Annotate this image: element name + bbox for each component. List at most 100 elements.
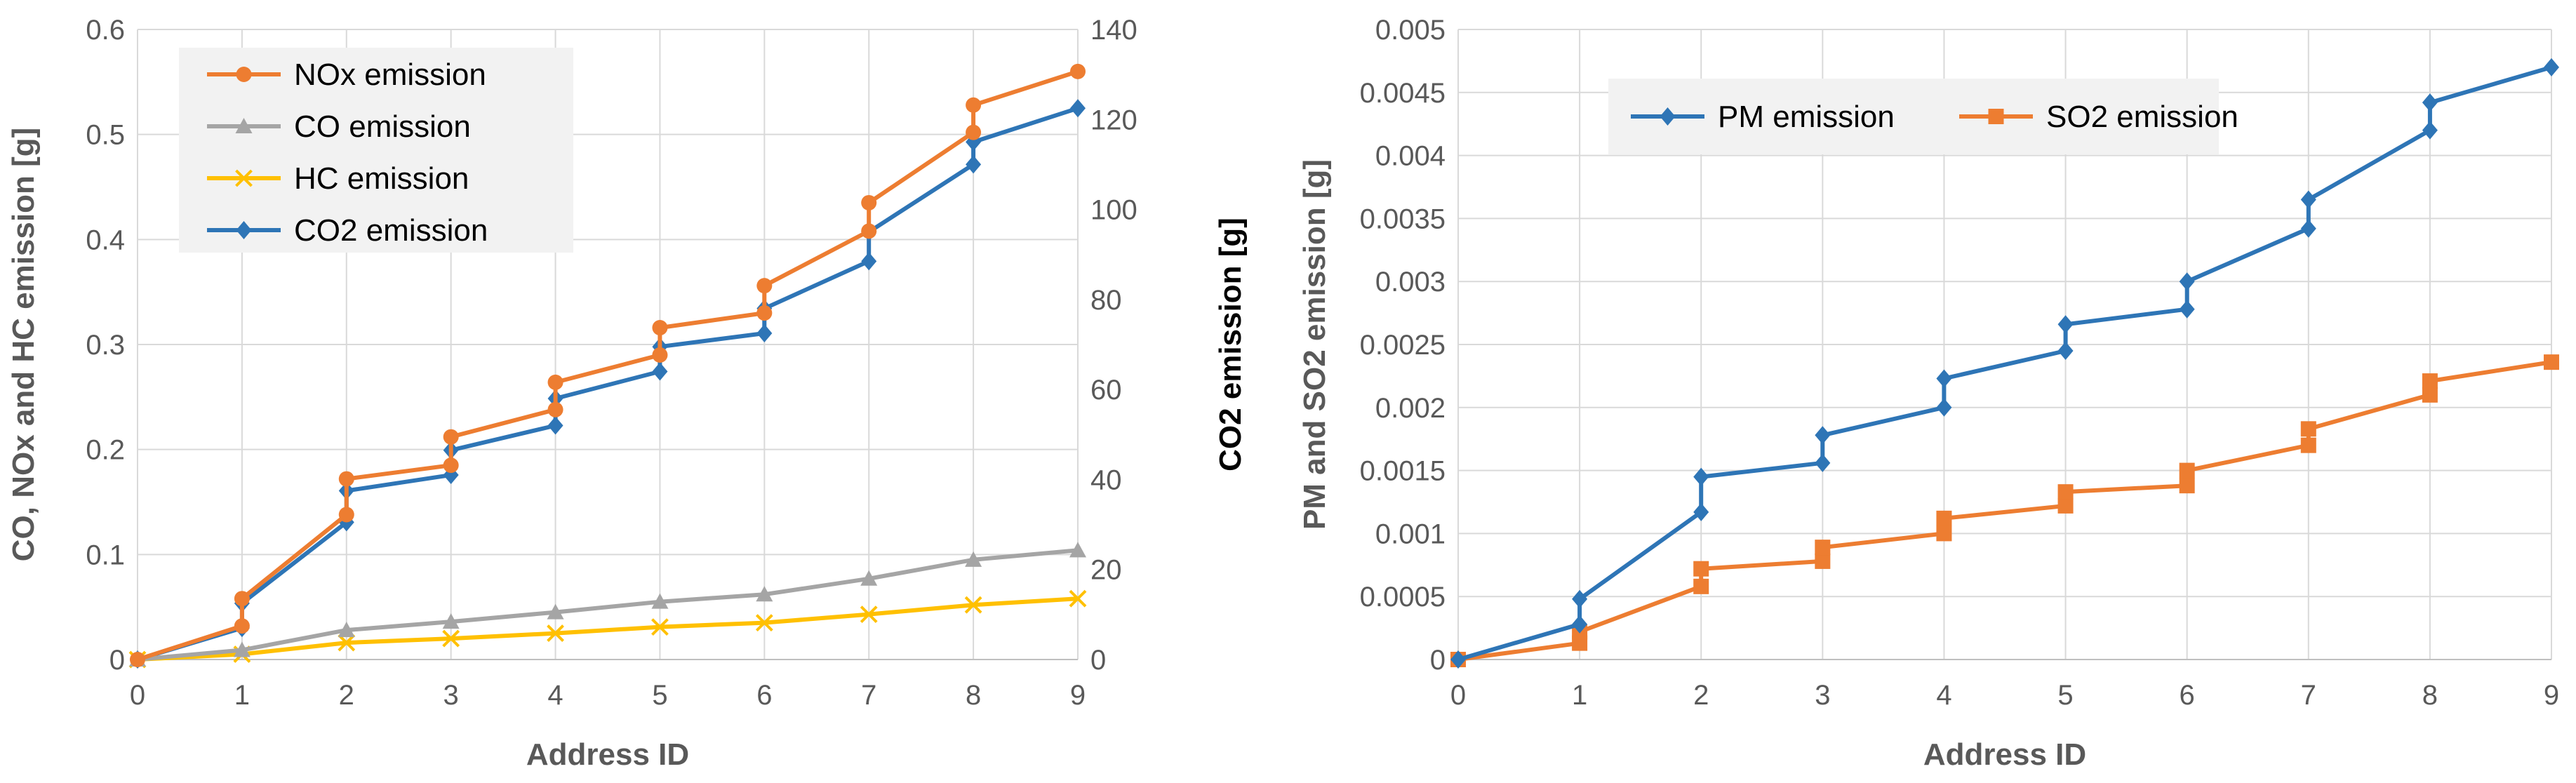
y2-tick-label: 60: [1090, 375, 1122, 406]
y-tick-label: 0.1: [86, 540, 125, 570]
y-tick-label: 0.005: [1375, 15, 1446, 46]
series-nox-emission: [130, 63, 1086, 667]
data-point: [1693, 467, 1709, 486]
data-point: [652, 347, 668, 363]
data-point: [1936, 526, 1952, 542]
data-point: [547, 416, 563, 435]
y-axis-title: CO, NOx and HC emission [g]: [6, 128, 41, 562]
data-point: [2422, 121, 2438, 140]
data-point: [2057, 341, 2074, 360]
legend-label: NOx emission: [294, 58, 486, 92]
data-point: [756, 305, 773, 321]
data-point: [2422, 373, 2438, 389]
legend-label: SO2 emission: [2046, 100, 2238, 134]
data-point: [1693, 561, 1709, 577]
x-tick-label: 7: [2301, 680, 2316, 711]
data-point: [2300, 437, 2316, 453]
x-tick-label: 4: [547, 680, 563, 711]
data-point: [130, 652, 145, 667]
data-point: [1936, 398, 1952, 417]
legend-marker: [1660, 107, 1676, 126]
data-point: [966, 155, 982, 174]
data-point: [861, 223, 877, 239]
data-point: [2179, 478, 2195, 494]
legend-item-hc-emission: HC emission: [207, 161, 469, 196]
y-tick-label: 0.6: [86, 15, 125, 46]
legend-label: CO emission: [294, 109, 471, 144]
series-line: [137, 106, 1079, 662]
series-line: [1457, 360, 2552, 662]
data-point: [755, 614, 773, 632]
data-point: [442, 629, 460, 648]
data-point: [2057, 315, 2074, 334]
data-point: [338, 507, 354, 523]
data-point: [1070, 63, 1086, 79]
x-tick-label: 9: [2544, 680, 2559, 711]
legend-item-pm-emission: PM emission: [1631, 100, 1895, 134]
x-tick-label: 9: [1070, 680, 1086, 711]
data-point: [2057, 484, 2074, 500]
x-tick-label: 6: [756, 680, 772, 711]
x-tick-label: 2: [1693, 680, 1709, 711]
series-pm-emission: [1450, 58, 2559, 669]
data-point: [2544, 354, 2559, 370]
data-point: [652, 320, 668, 336]
x-axis-title: Address ID: [1923, 737, 2086, 772]
data-point: [2057, 497, 2074, 514]
y-tick-label: 0.3: [86, 330, 125, 361]
y-tick-label: 0.4: [86, 225, 125, 255]
x-tick-label: 3: [443, 680, 459, 711]
legend-marker: [236, 67, 252, 82]
data-point: [1572, 615, 1588, 634]
data-point: [2300, 190, 2316, 209]
legend-marker: [1988, 109, 2004, 124]
y-tick-label: 0.0005: [1360, 582, 1446, 613]
x-tick-label: 8: [966, 680, 981, 711]
series-line: [1457, 65, 2552, 662]
data-point: [2300, 219, 2316, 238]
data-point: [2179, 300, 2195, 319]
data-point: [442, 613, 460, 629]
data-point: [1069, 542, 1086, 558]
y-tick-label: 0: [109, 645, 125, 676]
x-tick-label: 8: [2422, 680, 2438, 711]
y2-tick-label: 120: [1090, 105, 1137, 135]
data-point: [2544, 58, 2559, 76]
data-point: [2179, 272, 2195, 291]
y-tick-label: 0.001: [1375, 518, 1446, 549]
x-tick-label: 4: [1936, 680, 1951, 711]
data-point: [861, 252, 877, 271]
data-point: [966, 97, 982, 113]
legend-label: HC emission: [294, 161, 469, 196]
data-point: [547, 374, 563, 390]
left-chart: 0 0.1 0.2 0.3 0.4 0.5 0.6 0 20 40 60 80 100 120 140 0 1 2…: [6, 15, 1248, 772]
legend: PM emission SO2 emission: [1608, 79, 2238, 154]
data-point: [338, 622, 355, 638]
data-point: [966, 124, 982, 140]
data-point: [234, 591, 250, 607]
data-point: [2422, 387, 2438, 403]
y-tick-label: 0.2: [86, 435, 125, 466]
data-point: [1693, 578, 1709, 594]
y2-tick-label: 20: [1090, 555, 1122, 586]
x-axis-title: Address ID: [526, 737, 689, 772]
data-point: [2300, 421, 2316, 437]
y-axis-title: PM and SO2 emission [g]: [1297, 159, 1332, 530]
legend-item-so2-emission: SO2 emission: [1959, 100, 2238, 134]
data-point: [756, 323, 773, 342]
legend-marker: [235, 118, 253, 133]
data-point: [547, 603, 564, 620]
data-point: [547, 624, 564, 642]
x-tick-label: 2: [339, 680, 354, 711]
y2-tick-label: 80: [1090, 285, 1122, 316]
x-tick-label: 1: [1572, 680, 1587, 711]
y2-axis-title: CO2 emission [g]: [1213, 218, 1248, 471]
series-line: [137, 548, 1079, 662]
x-tick-label: 0: [1450, 680, 1466, 711]
legend-background: [1608, 79, 2219, 154]
y2-tick-label: 140: [1090, 15, 1137, 46]
legend-item-co2-emission: CO2 emission: [207, 213, 488, 248]
x-tick-label: 7: [861, 680, 876, 711]
legend-item-co-emission: CO emission: [207, 109, 471, 144]
